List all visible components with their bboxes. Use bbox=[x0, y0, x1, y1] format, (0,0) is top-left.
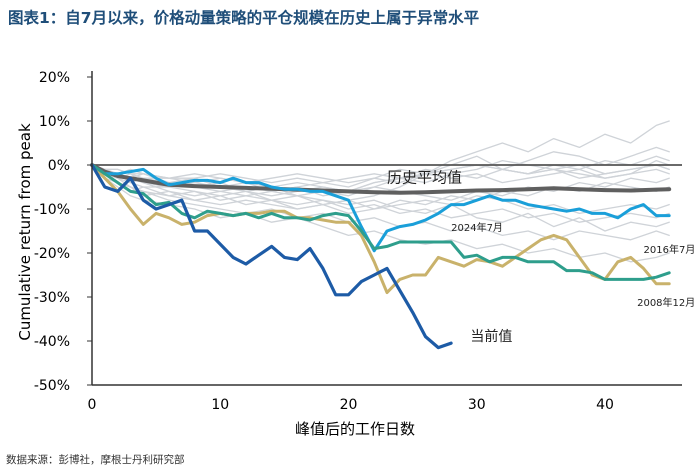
highlight-series-group bbox=[90, 163, 672, 350]
y-tick-label: -40% bbox=[34, 334, 70, 350]
chart-title: 图表1：自7月以来，价格动量策略的平仓规模在历史上属于异常水平 bbox=[8, 9, 480, 27]
annotation-label: 2008年12月 bbox=[637, 296, 695, 309]
annotation-label: 历史平均值 bbox=[387, 169, 462, 187]
jul2024-line bbox=[90, 163, 671, 253]
annotation-label: 2016年7月 bbox=[644, 243, 696, 256]
historical-line-6 bbox=[91, 146, 670, 197]
x-tick-label: 0 bbox=[88, 397, 97, 413]
y-tick-label: 0% bbox=[48, 158, 70, 174]
annotation-label: 2024年7月 bbox=[451, 221, 503, 234]
historical-line-1 bbox=[91, 120, 670, 210]
average-line bbox=[90, 163, 672, 195]
x-tick-label: 40 bbox=[596, 397, 614, 413]
historical-line-3 bbox=[91, 164, 670, 232]
historical-line-7 bbox=[91, 164, 670, 215]
axes-group: 20% 10% 0% -10% -20% -30% -40% -50% 0 10 20 30 40 bbox=[34, 70, 682, 413]
x-axis-label: 峰值后的工作日数 bbox=[295, 420, 415, 438]
y-tick-label: 10% bbox=[39, 114, 70, 130]
source-note: 数据来源：彭博社，摩根士丹利研究部 bbox=[6, 454, 185, 466]
annotation-label: 当前值 bbox=[470, 328, 512, 345]
y-tick-label: -10% bbox=[34, 202, 70, 218]
y-tick-label: 20% bbox=[39, 70, 70, 86]
historical-line-12 bbox=[91, 159, 670, 193]
y-tick-label: -20% bbox=[34, 246, 70, 262]
x-tick-label: 20 bbox=[340, 397, 358, 413]
y-tick-label: -30% bbox=[34, 290, 70, 306]
y-axis-label: Cumulative return from peak bbox=[16, 123, 34, 341]
historical-line-13 bbox=[91, 164, 670, 223]
x-tick-label: 30 bbox=[468, 397, 486, 413]
jul2016-line bbox=[90, 163, 671, 295]
current-line bbox=[90, 163, 453, 350]
y-tick-label: -50% bbox=[34, 378, 70, 394]
x-tick-label: 10 bbox=[211, 397, 229, 413]
historical-line-5 bbox=[91, 164, 670, 241]
